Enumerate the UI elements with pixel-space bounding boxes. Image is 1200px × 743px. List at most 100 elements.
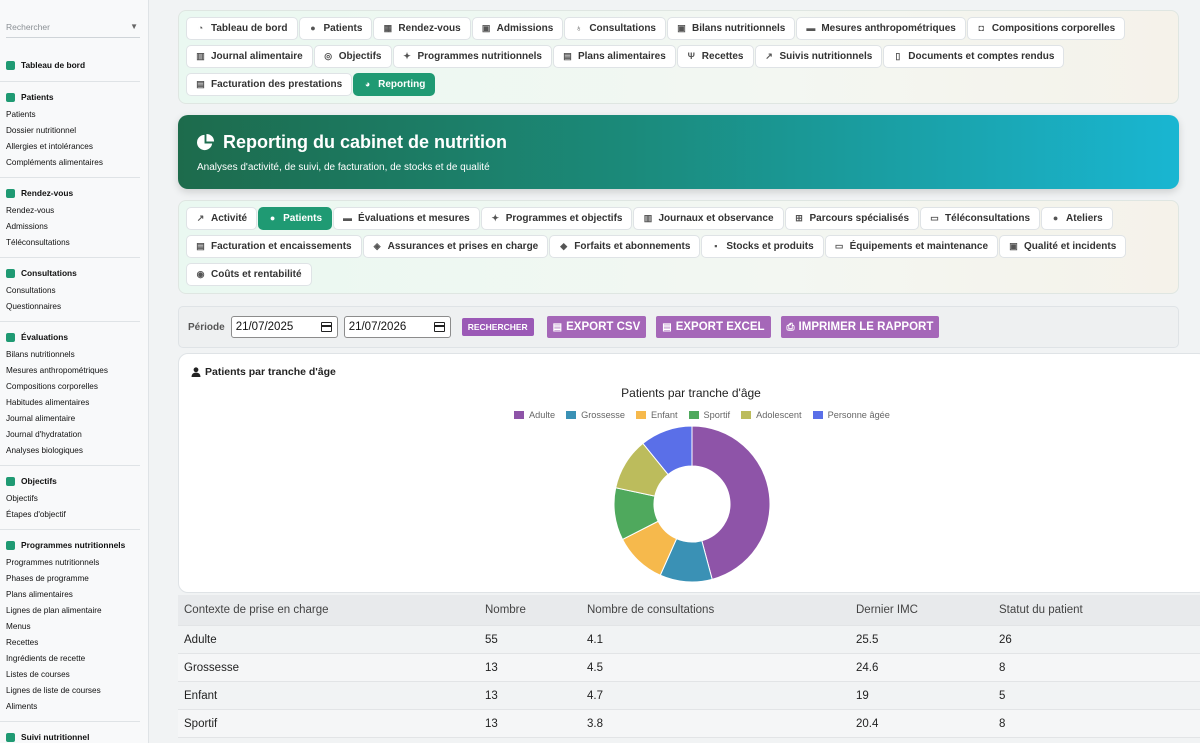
- report-tab[interactable]: ◈ Assurances et prises en charge: [362, 235, 549, 258]
- report-tab[interactable]: ▥ Journaux et observance: [633, 207, 784, 230]
- nav-pill[interactable]: ▤ Plans alimentaires: [552, 45, 676, 68]
- report-tab[interactable]: ▤ Facturation et encaissements: [186, 235, 362, 258]
- sidebar-item[interactable]: Programmes nutritionnels: [6, 558, 100, 567]
- top-navigation: ◔ Tableau de bord ● Patients ▦ Rendez-vous ▣ Ad…: [178, 10, 1179, 104]
- sidebar-item[interactable]: Journal d'hydratation: [6, 430, 82, 439]
- column-header[interactable]: Dernier IMC: [856, 604, 918, 616]
- sidebar-section-title[interactable]: Consultations: [0, 266, 140, 280]
- nav-pill[interactable]: ▦ Rendez-vous: [373, 17, 471, 40]
- file-icon: ▯: [895, 51, 901, 61]
- sidebar-item[interactable]: Habitudes alimentaires: [6, 398, 90, 407]
- legend-item[interactable]: Personne âgée: [812, 410, 890, 420]
- report-tab[interactable]: ● Ateliers: [1041, 207, 1113, 230]
- sidebar-section-title[interactable]: Tableau de bord: [0, 58, 140, 72]
- nav-pill[interactable]: ● Patients: [298, 17, 373, 40]
- pill-label: Stocks et produits: [726, 241, 814, 252]
- nav-pill[interactable]: ▬ Mesures anthropométriques: [796, 17, 966, 40]
- sidebar-item[interactable]: Patients: [6, 110, 36, 119]
- calendar-icon[interactable]: [320, 322, 332, 332]
- export-excel-button[interactable]: ▤ EXPORT EXCEL: [656, 316, 771, 338]
- sidebar-item[interactable]: Lignes de liste de courses: [6, 686, 101, 695]
- legend-item[interactable]: Enfant: [635, 410, 678, 420]
- date-from-value: 21/07/2025: [235, 321, 294, 333]
- sidebar-item[interactable]: Objectifs: [6, 494, 38, 503]
- nav-pill[interactable]: ◎ Objectifs: [313, 45, 392, 68]
- table-cell: 8: [999, 661, 1006, 674]
- sidebar-item[interactable]: Allergies et intolérances: [6, 142, 93, 151]
- column-header[interactable]: Contexte de prise en charge: [184, 604, 329, 616]
- report-tab[interactable]: ⊞ Parcours spécialisés: [784, 207, 920, 230]
- print-report-button[interactable]: ⎙ IMPRIMER LE RAPPORT: [780, 316, 940, 338]
- sidebar-item[interactable]: Phases de programme: [6, 574, 89, 583]
- sidebar-item[interactable]: Journal alimentaire: [6, 414, 76, 423]
- sidebar-section-label: Évaluations: [21, 332, 69, 342]
- report-tab[interactable]: ▭ Équipements et maintenance: [824, 235, 999, 258]
- sidebar-item[interactable]: Compléments alimentaires: [6, 158, 103, 167]
- sidebar-section-title[interactable]: Programmes nutritionnels: [0, 538, 140, 552]
- report-tab[interactable]: ▣ Qualité et incidents: [999, 235, 1127, 258]
- sidebar-section-title[interactable]: Rendez-vous: [0, 186, 140, 200]
- sidebar-item[interactable]: Ingrédients de recette: [6, 654, 86, 663]
- sidebar-item[interactable]: Lignes de plan alimentaire: [6, 606, 102, 615]
- search-button[interactable]: RECHERCHER: [461, 318, 534, 336]
- sidebar-section-title[interactable]: Suivi nutritionnel: [0, 730, 140, 743]
- invoice-icon: ▤: [196, 79, 205, 89]
- nav-pill[interactable]: ▣ Bilans nutritionnels: [667, 17, 796, 40]
- export-csv-button[interactable]: ▤ EXPORT CSV: [546, 316, 647, 338]
- nav-pill[interactable]: ◘ Compositions corporelles: [966, 17, 1126, 40]
- sidebar-item[interactable]: Questionnaires: [6, 302, 62, 311]
- nav-pill[interactable]: ▣ Admissions: [471, 17, 564, 40]
- legend-item[interactable]: Sportif: [688, 410, 730, 420]
- sidebar-section-title[interactable]: Évaluations: [0, 330, 140, 344]
- sidebar-item[interactable]: Mesures anthropométriques: [6, 366, 108, 375]
- sidebar-item[interactable]: Compositions corporelles: [6, 382, 98, 391]
- nav-pill[interactable]: ▯ Documents et comptes rendus: [883, 45, 1065, 68]
- sidebar-section-title[interactable]: Patients: [0, 90, 140, 104]
- nav-pill[interactable]: ♁ Consultations: [564, 17, 666, 40]
- sidebar-item[interactable]: Admissions: [6, 222, 48, 231]
- sidebar-item[interactable]: Bilans nutritionnels: [6, 350, 75, 359]
- report-tab[interactable]: ▪ Stocks et produits: [701, 235, 824, 258]
- legend-item[interactable]: Grossesse: [566, 410, 625, 420]
- nav-pill[interactable]: ▥ Journal alimentaire: [186, 45, 313, 68]
- column-header[interactable]: Nombre de consultations: [587, 604, 715, 616]
- sidebar-item[interactable]: Analyses biologiques: [6, 446, 83, 455]
- pie-slice[interactable]: [691, 425, 771, 580]
- pie-slice[interactable]: [642, 425, 693, 476]
- sidebar-section-title[interactable]: Objectifs: [0, 474, 140, 488]
- sidebar-item[interactable]: Rendez-vous: [6, 206, 55, 215]
- sidebar-item[interactable]: Consultations: [6, 286, 56, 295]
- search-select[interactable]: Rechercher ▼: [6, 18, 140, 38]
- legend-item[interactable]: Adolescent: [741, 410, 802, 420]
- sidebar-item[interactable]: Recettes: [6, 638, 39, 647]
- nav-pill[interactable]: ◔ Tableau de bord: [186, 17, 298, 40]
- sidebar-item[interactable]: Listes de courses: [6, 670, 70, 679]
- nav-pill[interactable]: ↗ Suivis nutritionnels: [754, 45, 883, 68]
- report-tab[interactable]: ◆ Forfaits et abonnements: [549, 235, 701, 258]
- nav-pill[interactable]: Ψ Recettes: [676, 45, 754, 68]
- report-tab[interactable]: ✦ Programmes et objectifs: [480, 207, 633, 230]
- date-to-input[interactable]: 21/07/2026: [343, 316, 451, 338]
- date-from-input[interactable]: 21/07/2025: [230, 316, 338, 338]
- nav-pill[interactable]: ▤ Facturation des prestations: [186, 73, 353, 96]
- sidebar-item[interactable]: Étapes d'objectif: [6, 510, 66, 519]
- calendar-icon[interactable]: [433, 322, 445, 332]
- sidebar-item[interactable]: Téléconsultations: [6, 238, 70, 247]
- report-tab[interactable]: ▭ Téléconsultations: [920, 207, 1041, 230]
- report-tab[interactable]: ● Patients: [258, 207, 333, 230]
- report-tab[interactable]: ▬ Évaluations et mesures: [333, 207, 480, 230]
- nav-pill[interactable]: ✦ Programmes nutritionnels: [392, 45, 552, 68]
- report-tab[interactable]: ◉ Coûts et rentabilité: [186, 263, 312, 286]
- report-tab[interactable]: ↗ Activité: [186, 207, 258, 230]
- column-header[interactable]: Statut du patient: [999, 604, 1083, 616]
- sidebar-item[interactable]: Dossier nutritionnel: [6, 126, 77, 135]
- nav-pill[interactable]: ◕ Reporting: [353, 73, 436, 96]
- legend-item[interactable]: Adulte: [514, 410, 555, 420]
- sidebar-item[interactable]: Menus: [6, 622, 31, 631]
- table-cell: 5: [999, 689, 1006, 702]
- sidebar-item[interactable]: Plans alimentaires: [6, 590, 73, 599]
- column-header[interactable]: Nombre: [485, 604, 526, 616]
- sidebar-item[interactable]: Aliments: [6, 702, 38, 711]
- chevron-down-icon[interactable]: ▼: [130, 22, 138, 31]
- sidebar-section-label: Programmes nutritionnels: [21, 540, 126, 550]
